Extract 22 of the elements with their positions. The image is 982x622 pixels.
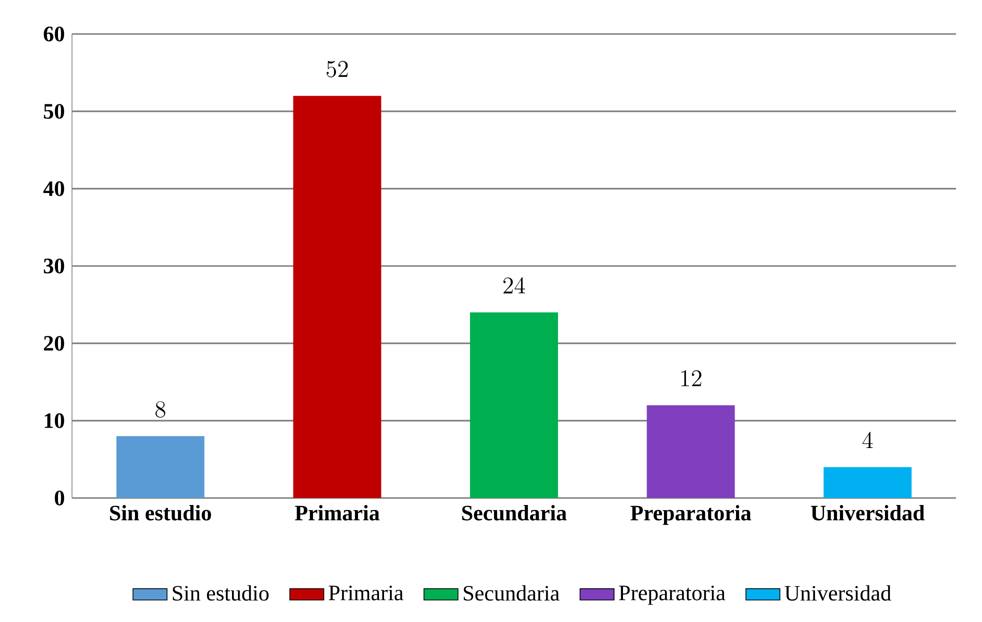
- legend-label: Primaria: [328, 586, 404, 600]
- y-tick-label: 20: [44, 336, 64, 351]
- x-tick-label: Sin estudio: [110, 505, 212, 521]
- legend-label: Secundaria: [464, 585, 560, 601]
- x-tick-label: Preparatoria: [630, 505, 752, 525]
- x-tick-label: Secundaria: [462, 505, 567, 521]
- y-tick-label: 60: [44, 26, 64, 42]
- data-label: 4: [862, 432, 873, 448]
- legend-label: Preparatoria: [619, 586, 726, 605]
- data-label: 8: [156, 401, 166, 418]
- y-tick-label: 10: [44, 413, 64, 428]
- data-label: 12: [681, 370, 702, 386]
- y-tick-label: 0: [54, 490, 64, 506]
- x-tick-label: Primaria: [294, 505, 380, 520]
- data-label: 24: [503, 277, 526, 294]
- legend-label: Sin estudio: [172, 585, 269, 601]
- data-label: 52: [326, 60, 348, 78]
- x-tick-label: Universidad: [810, 505, 925, 520]
- y-tick-label: 40: [43, 181, 64, 196]
- y-tick-label: 30: [44, 258, 64, 274]
- y-tick-label: 50: [44, 104, 64, 119]
- legend-label: Universidad: [784, 585, 892, 601]
